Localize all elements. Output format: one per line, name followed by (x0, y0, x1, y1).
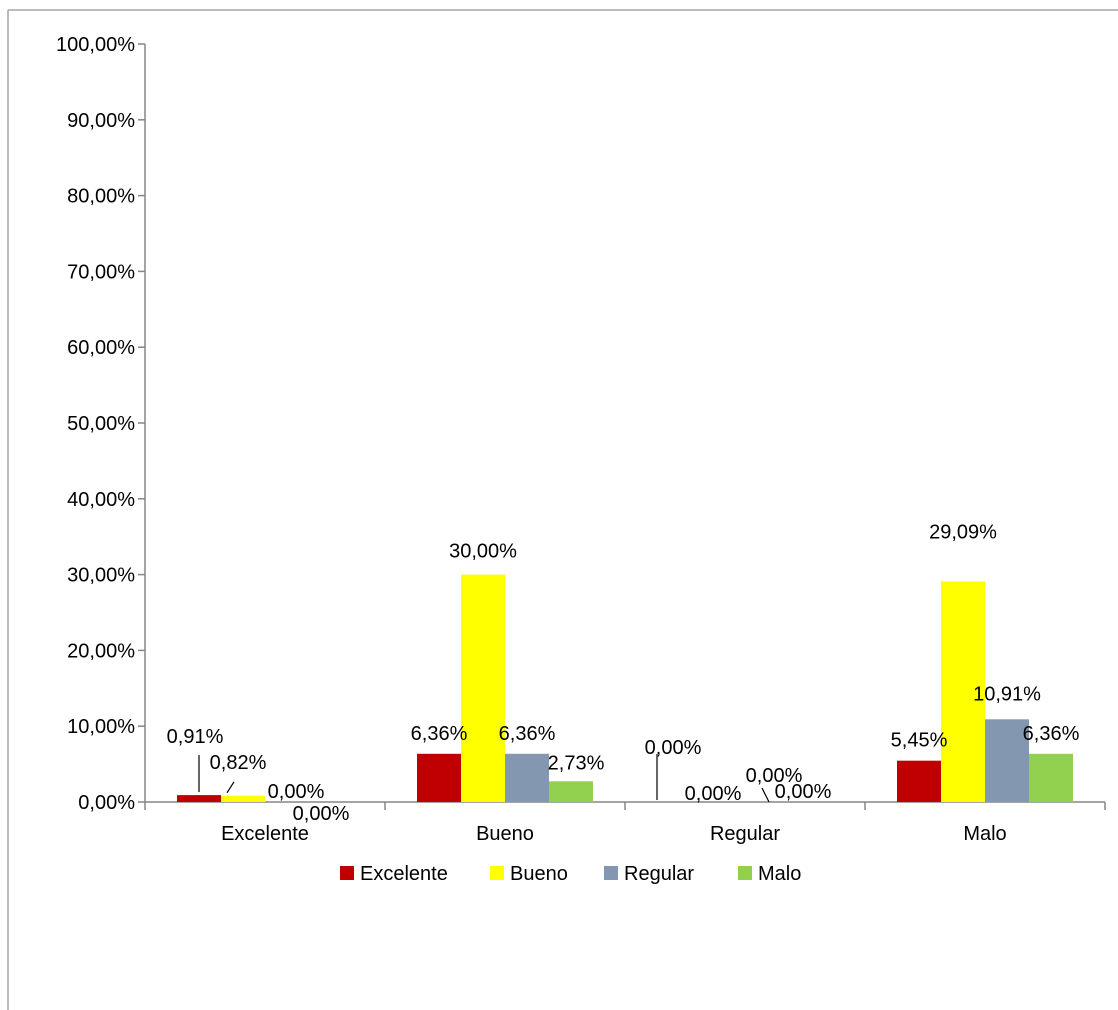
y-tick-label: 50,00% (67, 413, 135, 435)
data-label: 6,36% (411, 723, 468, 745)
x-category-label: Bueno (476, 823, 534, 845)
bar (1029, 753, 1073, 802)
y-axis: 0,00% 10,00% 20,00% 30,00% 40,00% 50,00% 60,00… (56, 34, 146, 814)
data-label: 0,91% (167, 726, 224, 748)
y-tick-label: 80,00% (67, 186, 135, 208)
y-tick-label: 10,00% (67, 716, 135, 738)
data-label: 0,00% (268, 781, 325, 803)
x-category-label: Malo (963, 823, 1006, 845)
data-label: 6,36% (1023, 723, 1080, 745)
data-label-leader (761, 787, 770, 803)
data-label: 29,09% (929, 521, 997, 543)
data-label: 10,91% (973, 683, 1041, 705)
data-label: 6,36% (499, 723, 556, 745)
y-tick-label: 0,00% (78, 792, 135, 814)
y-tick-label: 30,00% (67, 565, 135, 587)
y-tick-label: 60,00% (67, 337, 135, 359)
bar (461, 574, 505, 802)
data-label: 5,45% (891, 730, 948, 752)
y-tick-label: 90,00% (67, 110, 135, 132)
x-axis: Excelente Bueno Regular Malo (144, 801, 1106, 845)
bar (985, 719, 1029, 802)
bar (505, 753, 549, 802)
legend-swatch (604, 866, 618, 880)
data-label: 0,00% (293, 803, 350, 825)
y-tick-label: 100,00% (56, 34, 135, 56)
bars (177, 574, 1073, 802)
x-category-label: Excelente (221, 823, 309, 845)
legend-swatch (490, 866, 504, 880)
bar (177, 795, 221, 802)
data-label: 0,82% (210, 752, 267, 774)
y-tick-label: 20,00% (67, 640, 135, 662)
data-label-leader (226, 781, 235, 794)
y-tick-label: 40,00% (67, 489, 135, 511)
data-label: 30,00% (449, 541, 517, 563)
y-tick-label: 70,00% (67, 261, 135, 283)
bar (549, 781, 593, 802)
legend-swatch (340, 866, 354, 880)
legend-label: Malo (758, 863, 801, 885)
bar (941, 581, 985, 802)
bar (897, 760, 941, 802)
data-label: 0,00% (685, 783, 742, 805)
legend-label: Excelente (360, 863, 448, 885)
data-label: 0,00% (645, 737, 702, 759)
x-category-label: Regular (710, 823, 780, 845)
legend: Excelente Bueno Regular Malo (340, 863, 801, 885)
data-label: 0,00% (746, 765, 803, 787)
legend-label: Regular (624, 863, 694, 885)
bar (417, 753, 461, 802)
bar (221, 795, 265, 802)
legend-label: Bueno (510, 863, 568, 885)
data-label: 0,00% (775, 781, 832, 803)
data-labels: 0,91%0,82%0,00%0,00%6,36%30,00%6,36%2,73… (167, 521, 1080, 825)
legend-swatch (738, 866, 752, 880)
data-label: 2,73% (548, 752, 605, 774)
